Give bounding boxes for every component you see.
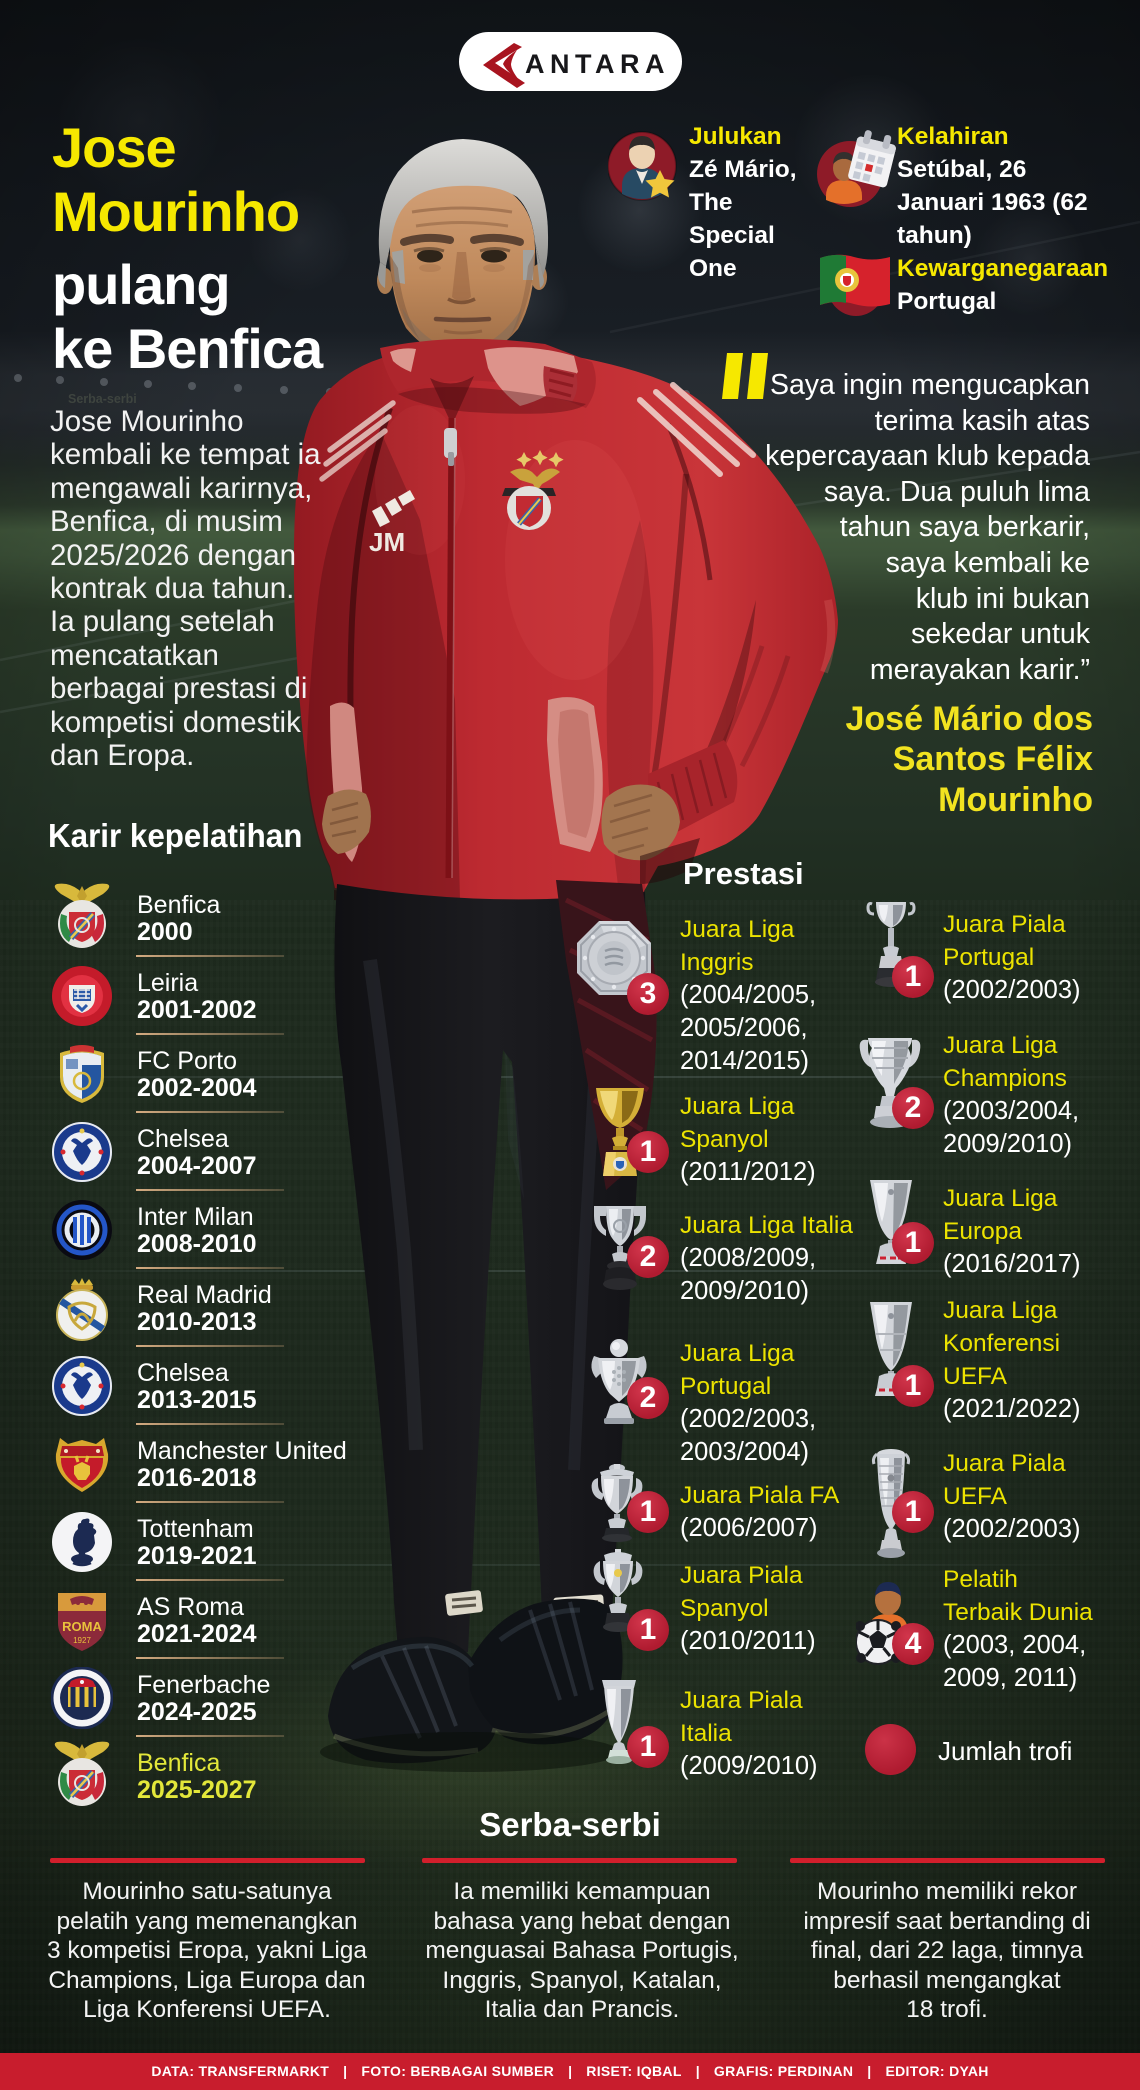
svg-text:ROMA: ROMA [62, 1619, 102, 1634]
svg-text:1927: 1927 [73, 1636, 91, 1645]
svg-text:JM: JM [369, 527, 405, 557]
